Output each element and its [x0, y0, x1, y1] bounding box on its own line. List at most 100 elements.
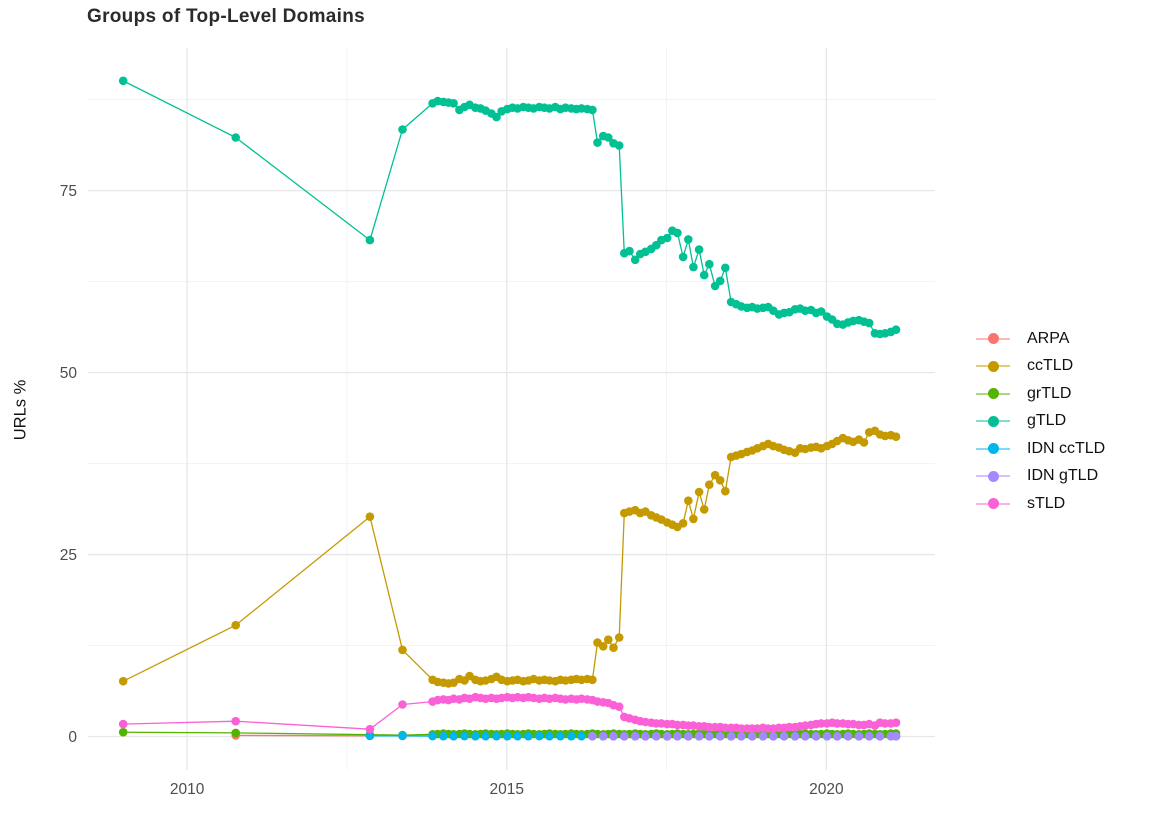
series-point-gtld — [398, 125, 407, 134]
series-point-stld — [231, 716, 240, 726]
series-point-cctld — [118, 676, 128, 686]
series-point-stld — [398, 700, 407, 709]
x-tick-label: 2010 — [170, 781, 205, 798]
series-point-idn-gtld — [609, 731, 618, 741]
series-point-cctld — [365, 512, 375, 521]
series-point-cctld — [598, 642, 608, 651]
series-point-idn-cctld — [492, 731, 501, 741]
legend-key-dot-line — [976, 332, 1010, 346]
legend-entry-arpa: ARPA — [976, 325, 1105, 353]
series-point-gtld — [715, 276, 725, 286]
y-axis-title: URLs % — [11, 379, 30, 441]
series-point-idn-gtld — [800, 731, 810, 741]
legend-label: ccTLD — [1027, 357, 1074, 375]
series-point-cctld — [694, 487, 704, 497]
legend-label: gTLD — [1027, 412, 1067, 430]
series-point-idn-gtld — [758, 731, 768, 741]
y-tick-label: 25 — [60, 547, 77, 564]
series-point-idn-gtld — [588, 731, 597, 741]
series-point-idn-cctld — [449, 731, 458, 741]
series-point-cctld — [614, 633, 624, 642]
series-point-idn-cctld — [513, 731, 522, 741]
legend-label: grTLD — [1027, 384, 1072, 402]
series-point-gtld — [689, 262, 698, 272]
series-point-gtld — [365, 235, 375, 245]
series-point-gtld — [118, 76, 128, 86]
legend-entry-idn-cctld: IDN ccTLD — [976, 435, 1105, 463]
series-point-cctld — [699, 505, 709, 514]
series-point-idn-gtld — [662, 732, 672, 741]
series-point-gtld — [816, 307, 826, 316]
series-point-idn-gtld — [641, 732, 650, 741]
series-point-idn-gtld — [747, 732, 757, 741]
series-point-idn-cctld — [556, 731, 565, 741]
series-point-cctld — [398, 645, 407, 655]
series-point-idn-gtld — [779, 731, 789, 741]
series-point-gtld — [891, 325, 901, 335]
series-point-cctld — [609, 643, 618, 652]
series-point-idn-gtld — [822, 731, 832, 741]
series-point-gtld — [449, 99, 458, 108]
series-point-idn-cctld — [545, 731, 554, 741]
x-tick-label: 2020 — [809, 781, 844, 798]
series-point-cctld — [689, 514, 698, 524]
series-point-gtld — [588, 105, 597, 115]
legend-key-dot-line — [976, 359, 1010, 373]
series-point-gtld — [721, 263, 730, 273]
legend-entry-gtld: gTLD — [976, 408, 1105, 436]
legend-key-dot-line — [976, 414, 1010, 428]
series-point-gtld — [231, 133, 240, 142]
series-point-idn-gtld — [630, 731, 640, 741]
series-point-stld — [365, 724, 375, 734]
series-point-gtld — [630, 255, 640, 265]
legend-label: sTLD — [1027, 494, 1066, 512]
series-point-idn-cctld — [535, 731, 544, 741]
series-point-idn-cctld — [460, 731, 469, 741]
series-point-cctld — [678, 519, 688, 528]
series-point-gtld — [662, 233, 672, 243]
series-point-idn-gtld — [811, 732, 821, 741]
series-point-cctld — [891, 432, 901, 442]
x-tick-label: 2015 — [489, 781, 523, 798]
series-point-idn-gtld — [769, 732, 778, 741]
y-tick-label: 0 — [68, 729, 77, 746]
series-point-idn-gtld — [790, 732, 800, 741]
series-point-grtld — [231, 728, 240, 738]
series-point-gtld — [684, 235, 693, 244]
series-point-gtld — [694, 245, 704, 254]
series-point-idn-cctld — [503, 731, 512, 741]
series-point-idn-gtld — [864, 731, 874, 741]
series-point-idn-cctld — [524, 731, 533, 741]
series-point-idn-cctld — [439, 731, 448, 741]
series-point-idn-gtld — [705, 732, 714, 741]
legend-entry-idn-gtld: IDN gTLD — [976, 463, 1105, 491]
legend-key-dot-line — [976, 469, 1010, 483]
series-point-idn-gtld — [598, 731, 608, 741]
series-point-idn-gtld — [694, 731, 704, 741]
legend-label: IDN ccTLD — [1027, 439, 1106, 457]
series-point-gtld — [492, 112, 501, 122]
series-point-idn-gtld — [684, 732, 693, 741]
series-point-cctld — [231, 620, 240, 630]
series-point-idn-gtld — [726, 732, 736, 741]
series-point-gtld — [614, 141, 624, 150]
series-point-stld — [118, 719, 128, 729]
series-point-gtld — [593, 138, 602, 147]
series-point-idn-cctld — [577, 731, 586, 741]
series-point-stld — [891, 718, 901, 727]
series-point-gtld — [625, 246, 634, 256]
series-point-idn-cctld — [428, 731, 437, 741]
legend-key-dot-line — [976, 387, 1010, 401]
series-point-idn-gtld — [843, 731, 853, 741]
legend-label: ARPA — [1027, 329, 1070, 347]
legend-key-dot-line — [976, 497, 1010, 511]
series-point-idn-gtld — [891, 731, 901, 741]
series-point-idn-gtld — [620, 732, 629, 741]
series-point-idn-gtld — [854, 732, 864, 741]
series-point-idn-cctld — [471, 731, 480, 741]
legend-entry-grtld: grTLD — [976, 380, 1105, 408]
series-point-idn-gtld — [832, 732, 842, 741]
series-point-idn-gtld — [737, 731, 746, 741]
